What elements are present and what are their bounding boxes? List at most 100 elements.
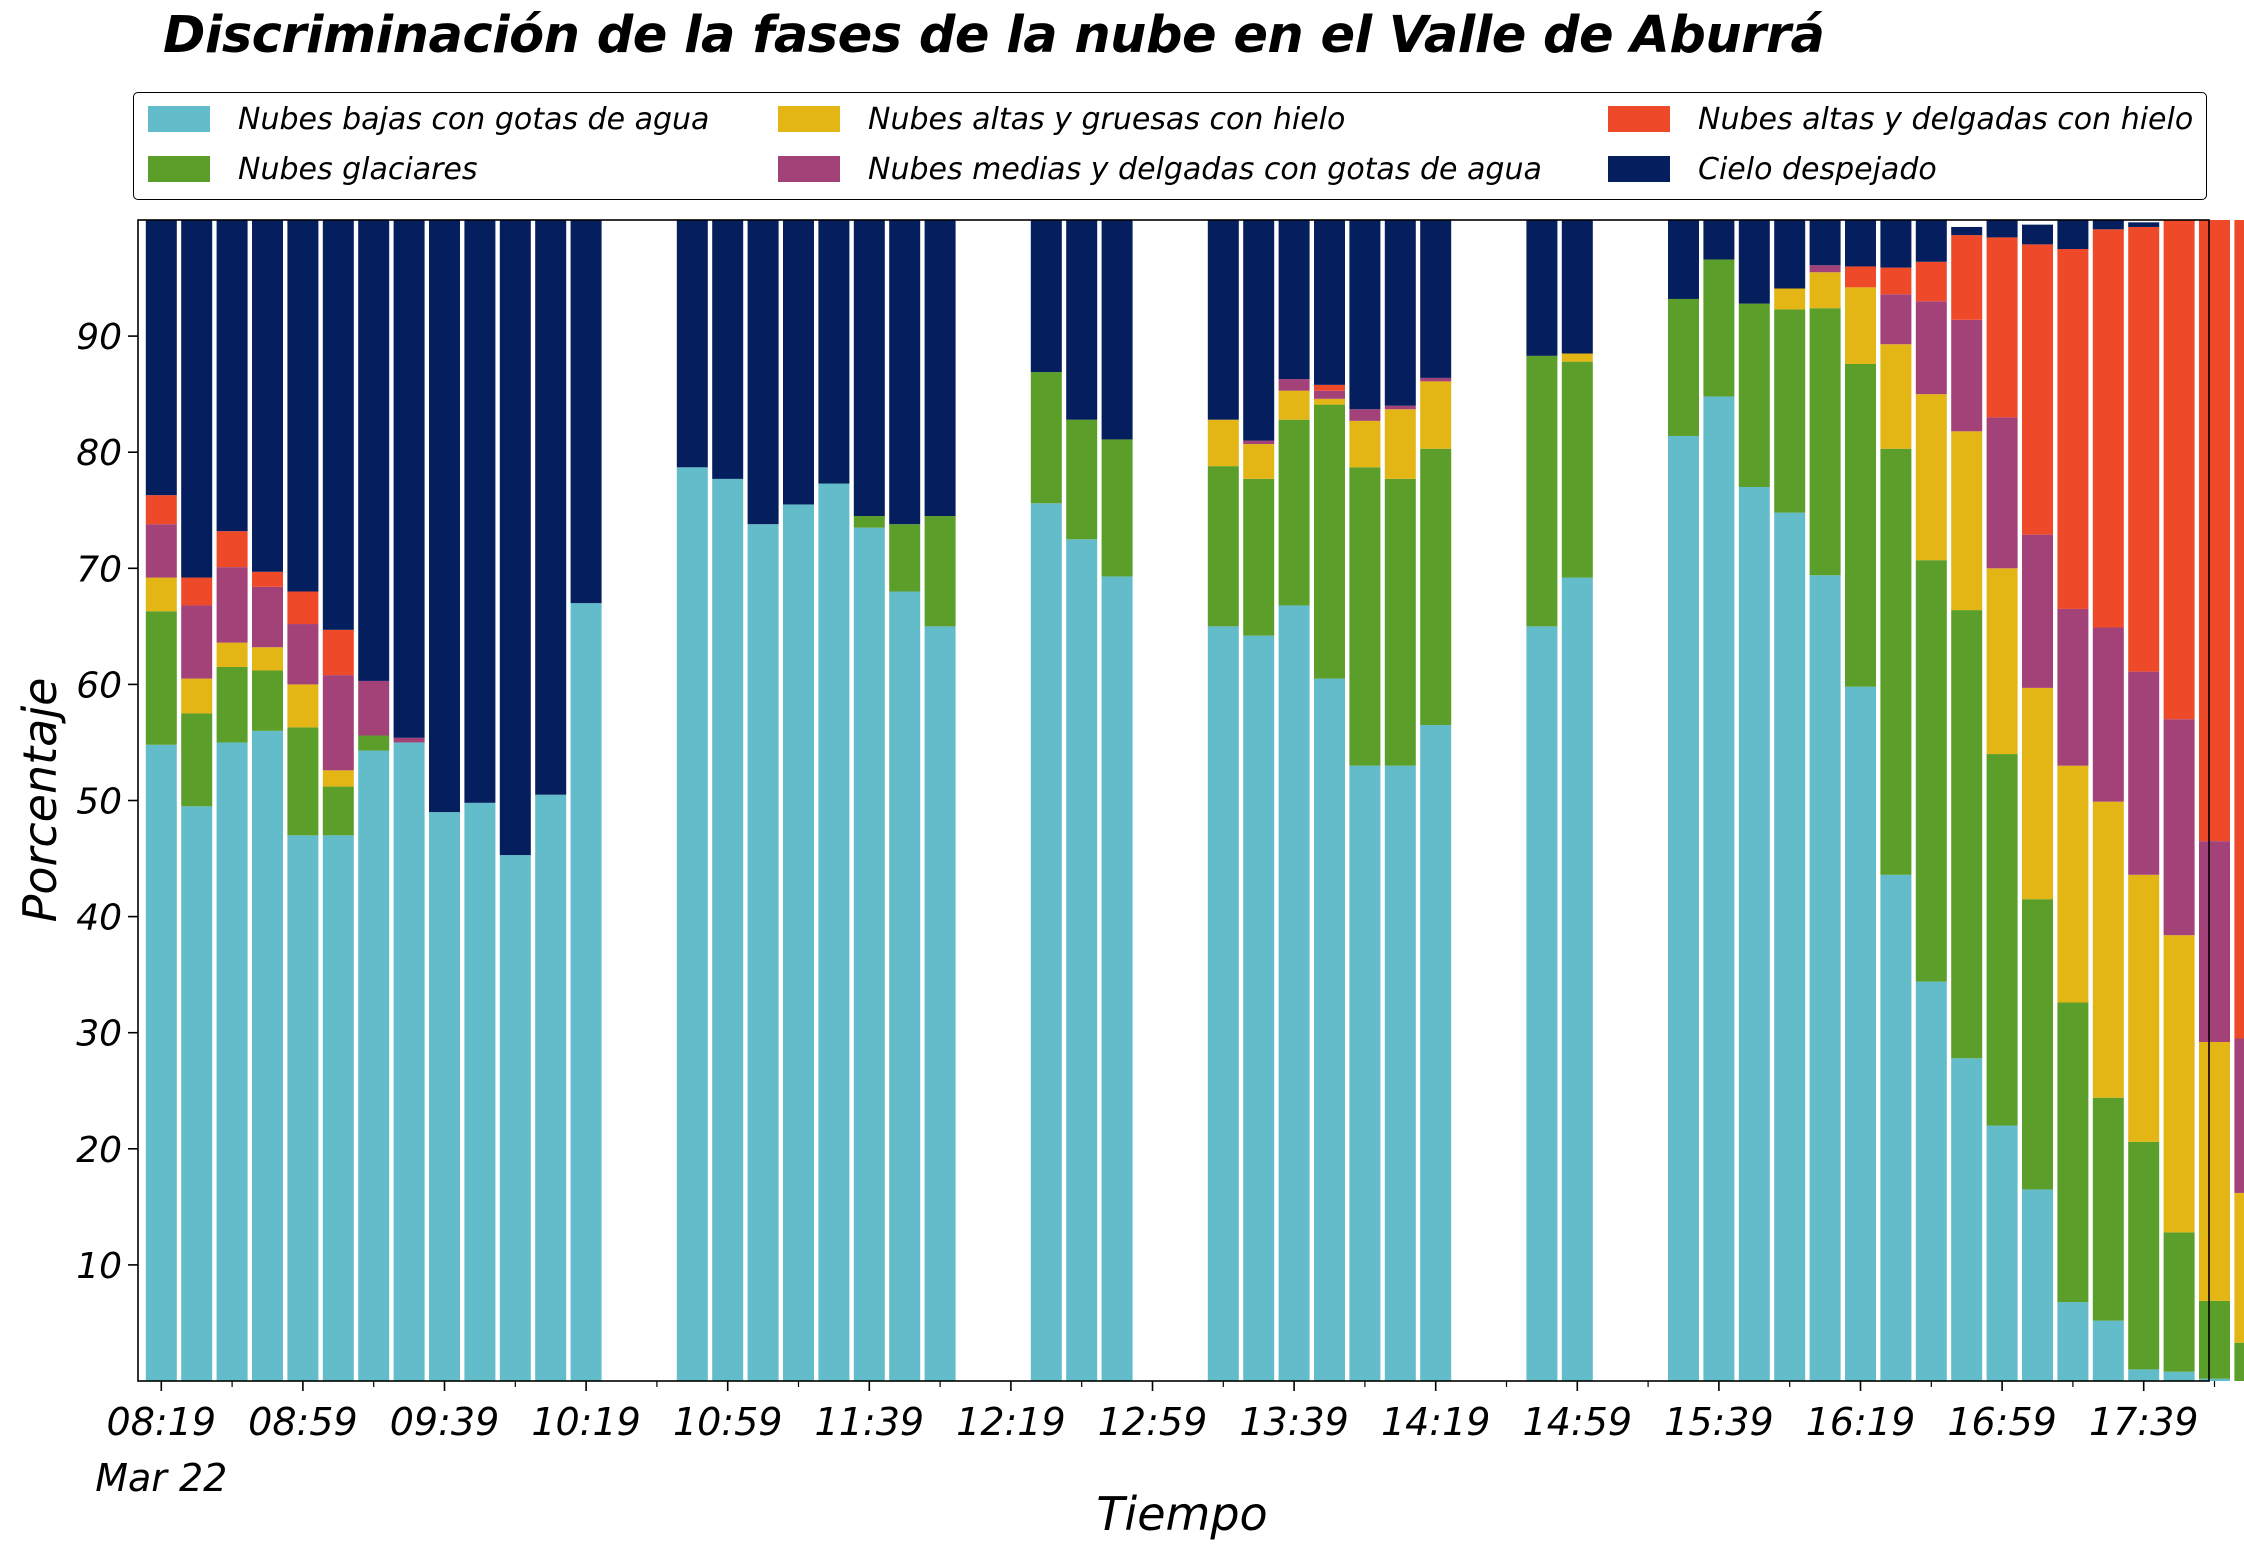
- bar-segment-57-series-0: [2163, 1371, 2195, 1381]
- bar-segment-15-series-0: [676, 467, 708, 1381]
- bar-segment-56-series-0: [2128, 1369, 2160, 1381]
- bar-segment-1-series-3: [181, 605, 213, 679]
- bar-segment-27-series-1: [1101, 439, 1133, 577]
- bar-segment-1-series-2: [181, 678, 213, 714]
- bar-segment-57-series-2: [2163, 935, 2195, 1233]
- bar-segment-35-series-2: [1384, 409, 1416, 479]
- bar-segment-35-series-3: [1384, 405, 1416, 410]
- x-tick-label-4: 08:59: [248, 1400, 358, 1444]
- bar-segment-39-series-1: [1526, 355, 1558, 627]
- bar-segment-57-series-1: [2163, 1232, 2195, 1372]
- bar-segment-5-series-2: [322, 770, 354, 787]
- axes-layer: 10 20 30 40 50 60 70 80 90 08:19 Mar 22 08:59 09:39 1…: [76, 219, 2216, 1500]
- bar-segment-6-series-3: [358, 680, 390, 736]
- y-tick-label-70: 70: [76, 549, 122, 590]
- bar-segment-51-series-4: [1951, 235, 1983, 320]
- bar-segment-55-series-0: [2092, 1320, 2124, 1381]
- bar-segment-54-series-5: [2057, 220, 2089, 250]
- x-tick-label-32: 13:39: [1239, 1400, 1349, 1444]
- bar-segment-56-series-2: [2128, 874, 2160, 1142]
- bar-segment-52-series-5: [1986, 220, 2018, 238]
- bar-segment-36-series-3: [1420, 377, 1452, 382]
- x-tick-label-48: 16:19: [1806, 1400, 1916, 1444]
- bar-segment-34-series-0: [1349, 765, 1381, 1381]
- chart-title: Discriminación de la fases de la nube en…: [163, 6, 1825, 65]
- bar-segment-31-series-5: [1243, 220, 1275, 441]
- x-tick-label-8: 09:39: [390, 1400, 500, 1444]
- legend-item-nubes-altas-delgadas: Nubes altas y delgadas con hielo: [1608, 99, 2193, 139]
- bar-segment-52-series-0: [1986, 1125, 2018, 1381]
- bar-segment-30-series-5: [1207, 220, 1239, 420]
- bar-segment-48-series-2: [1845, 287, 1876, 364]
- bar-segment-51-series-1: [1951, 610, 1983, 1059]
- bar-segment-15-series-5: [676, 220, 708, 468]
- bar-segment-22-series-1: [924, 516, 956, 627]
- bar-segment-51-series-3: [1951, 319, 1983, 432]
- legend-swatch-nubes-altas-gruesas: [778, 106, 840, 132]
- bar-segment-36-series-0: [1420, 725, 1452, 1381]
- bar-segment-33-series-1: [1314, 404, 1345, 679]
- bar-segment-0-series-1: [145, 611, 177, 745]
- bar-segment-35-series-1: [1384, 478, 1416, 766]
- bar-segment-47-series-0: [1809, 575, 1841, 1381]
- bar-segment-46-series-5: [1774, 220, 1806, 289]
- bar-segment-16-series-5: [712, 220, 744, 479]
- bar-segment-53-series-2: [2022, 687, 2053, 900]
- bar-segment-32-series-5: [1278, 220, 1310, 380]
- bar-segment-8-series-5: [429, 220, 460, 813]
- bar-segment-4-series-0: [287, 835, 319, 1381]
- y-tick-label-10: 10: [76, 1246, 122, 1287]
- bar-segment-9-series-0: [464, 802, 496, 1381]
- x-tick-label-16: 10:59: [673, 1400, 783, 1444]
- bar-segment-21-series-1: [889, 524, 921, 592]
- bar-segment-59-series-2: [2234, 1192, 2244, 1343]
- bar-segment-46-series-0: [1774, 512, 1806, 1381]
- bar-segment-40-series-1: [1561, 361, 1593, 578]
- bar-segment-45-series-1: [1738, 303, 1770, 488]
- bar-segment-20-series-0: [853, 527, 885, 1381]
- bar-segment-27-series-0: [1101, 576, 1133, 1381]
- bar-segment-56-series-5: [2128, 222, 2160, 227]
- bar-segment-55-series-2: [2092, 801, 2124, 1098]
- bar-segment-20-series-5: [853, 220, 885, 517]
- legend-label-nubes-glaciares: Nubes glaciares: [238, 151, 478, 187]
- bar-segment-46-series-1: [1774, 309, 1806, 513]
- bar-segment-26-series-0: [1066, 539, 1098, 1381]
- bar-segment-59-series-3: [2234, 1038, 2244, 1193]
- bar-segment-45-series-5: [1738, 220, 1770, 304]
- bar-segment-36-series-1: [1420, 448, 1452, 726]
- x-tick-label-52: 16:59: [1947, 1400, 2057, 1444]
- legend-item-nubes-altas-gruesas: Nubes altas y gruesas con hielo: [778, 99, 1345, 139]
- bar-segment-0-series-5: [145, 220, 177, 496]
- bar-segment-48-series-0: [1845, 686, 1876, 1381]
- bar-segment-33-series-0: [1314, 678, 1345, 1381]
- bar-segment-26-series-1: [1066, 419, 1098, 540]
- y-tick-label-60: 60: [76, 665, 122, 706]
- bar-segment-49-series-3: [1880, 294, 1912, 345]
- bar-segment-0-series-2: [145, 577, 177, 612]
- bar-segment-3-series-1: [252, 670, 283, 731]
- x-tick-label-28: 12:59: [1098, 1400, 1208, 1444]
- bar-segment-36-series-5: [1420, 220, 1452, 378]
- bar-segment-4-series-4: [287, 591, 319, 625]
- bar-segment-11-series-5: [535, 220, 567, 795]
- bar-segment-18-series-5: [783, 220, 814, 505]
- bar-segment-2-series-5: [216, 220, 248, 532]
- bar-segment-6-series-1: [358, 735, 390, 751]
- bar-segment-20-series-1: [853, 516, 885, 528]
- bar-segment-9-series-5: [464, 220, 496, 803]
- bars-layer: [145, 220, 2244, 1382]
- y-tick-label-40: 40: [76, 898, 122, 939]
- bar-segment-39-series-5: [1526, 220, 1558, 356]
- x-tick-label-56: 17:39: [2089, 1400, 2199, 1444]
- bar-segment-17-series-0: [747, 524, 779, 1381]
- bar-segment-50-series-3: [1915, 301, 1947, 395]
- bar-segment-36-series-2: [1420, 381, 1452, 449]
- legend-label-cielo-despejado: Cielo despejado: [1698, 151, 1937, 187]
- x-tick-label-24: 12:19: [956, 1400, 1066, 1444]
- bar-segment-1-series-1: [181, 713, 213, 807]
- bar-segment-3-series-4: [252, 571, 283, 587]
- bar-segment-0-series-3: [145, 524, 177, 578]
- bar-segment-35-series-0: [1384, 765, 1416, 1381]
- bar-segment-47-series-3: [1809, 265, 1841, 273]
